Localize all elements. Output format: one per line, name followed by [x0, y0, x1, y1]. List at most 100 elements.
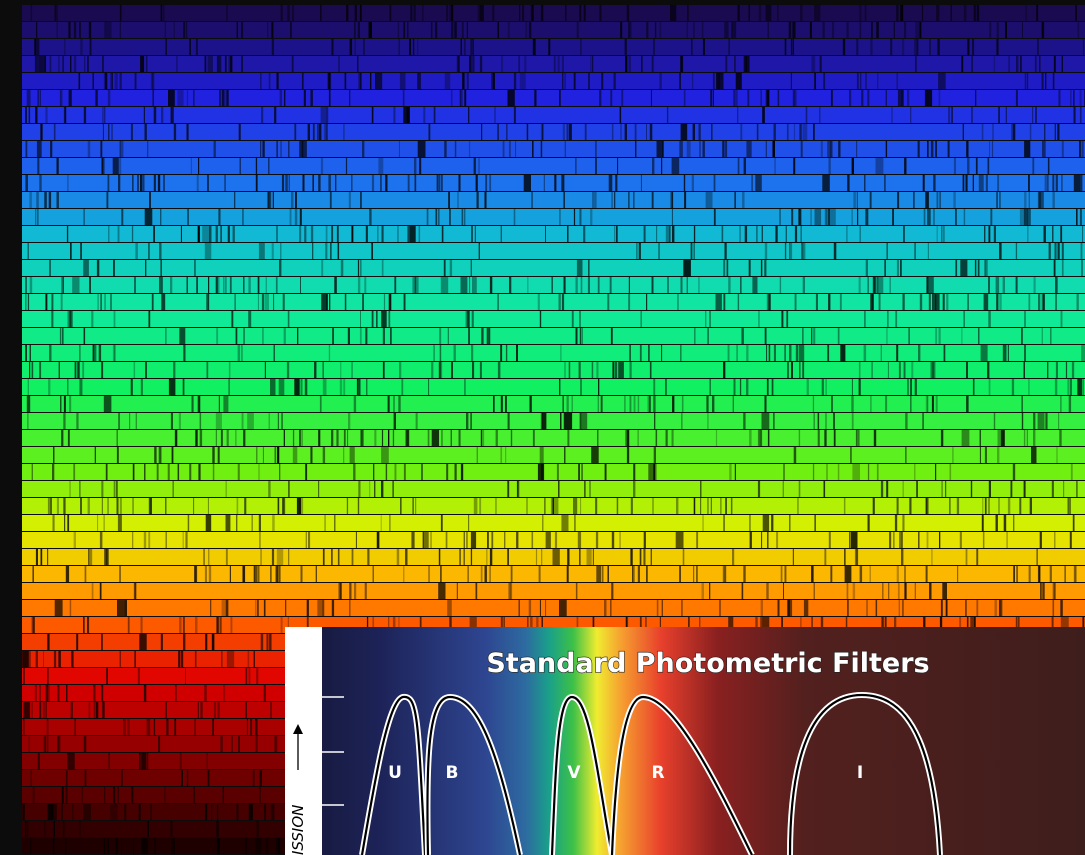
absorption-line: [1004, 515, 1007, 531]
absorption-line: [871, 22, 873, 38]
absorption-line: [795, 294, 797, 310]
absorption-line: [618, 362, 624, 378]
absorption-line: [508, 413, 509, 429]
absorption-line: [161, 277, 162, 293]
absorption-line: [464, 379, 465, 395]
absorption-line: [650, 124, 653, 140]
absorption-line: [902, 39, 904, 55]
spectrum-row: [22, 107, 1085, 123]
absorption-line: [984, 260, 986, 276]
absorption-line: [343, 447, 344, 463]
absorption-line: [544, 175, 545, 191]
absorption-line: [814, 583, 816, 599]
absorption-line: [900, 260, 902, 276]
absorption-line: [747, 90, 749, 106]
absorption-line: [1074, 107, 1076, 123]
absorption-line: [1034, 277, 1036, 293]
absorption-line: [28, 294, 29, 310]
absorption-line: [960, 532, 962, 548]
absorption-line: [372, 175, 374, 191]
absorption-line: [916, 481, 918, 497]
absorption-line: [208, 498, 209, 514]
absorption-line: [245, 838, 247, 854]
absorption-line: [40, 90, 41, 106]
absorption-line: [980, 430, 981, 446]
spectrum-row: [22, 396, 1085, 412]
absorption-line: [802, 243, 804, 259]
absorption-line: [107, 498, 109, 514]
spectrum-row: [22, 413, 1085, 429]
absorption-line: [66, 566, 69, 582]
absorption-line: [1029, 294, 1031, 310]
absorption-line: [311, 226, 313, 242]
absorption-line: [229, 362, 231, 378]
absorption-line: [360, 73, 362, 89]
absorption-line: [29, 192, 32, 208]
absorption-line: [136, 413, 137, 429]
absorption-line: [282, 175, 284, 191]
absorption-line: [659, 73, 661, 89]
absorption-line: [53, 447, 54, 463]
spectrum-row: [22, 124, 1085, 140]
absorption-line: [362, 141, 364, 157]
absorption-line: [287, 362, 289, 378]
absorption-line: [746, 379, 748, 395]
absorption-line: [274, 345, 275, 361]
absorption-line: [734, 192, 736, 208]
absorption-line: [382, 430, 383, 446]
absorption-line: [34, 39, 39, 55]
absorption-line: [811, 328, 812, 344]
absorption-line: [328, 175, 331, 191]
absorption-line: [223, 396, 228, 412]
absorption-line: [61, 430, 63, 446]
absorption-line: [801, 141, 803, 157]
absorption-line: [641, 311, 642, 327]
absorption-line: [37, 90, 39, 106]
absorption-line: [25, 175, 26, 191]
absorption-line: [223, 685, 225, 701]
absorption-line: [278, 838, 280, 854]
absorption-line: [825, 413, 827, 429]
absorption-line: [828, 294, 830, 310]
absorption-line: [559, 379, 560, 395]
absorption-line: [29, 736, 30, 752]
absorption-line: [1016, 277, 1018, 293]
absorption-line: [481, 566, 483, 582]
absorption-line: [195, 617, 198, 633]
absorption-line: [55, 5, 57, 21]
absorption-line: [57, 192, 59, 208]
absorption-line: [231, 736, 233, 752]
absorption-line: [51, 294, 53, 310]
absorption-line: [255, 719, 257, 735]
absorption-line: [978, 328, 980, 344]
absorption-line: [662, 141, 664, 157]
absorption-line: [120, 73, 122, 89]
absorption-line: [665, 379, 667, 395]
absorption-line: [111, 124, 112, 140]
absorption-line: [648, 345, 650, 361]
absorption-line: [487, 532, 489, 548]
spectrum-row: [22, 600, 1085, 616]
absorption-line: [63, 277, 64, 293]
absorption-line: [371, 243, 373, 259]
absorption-line: [574, 73, 576, 89]
absorption-line: [227, 226, 229, 242]
absorption-line: [358, 22, 360, 38]
absorption-line: [910, 379, 912, 395]
absorption-line: [116, 838, 118, 854]
absorption-line: [264, 685, 266, 701]
absorption-line: [564, 277, 566, 293]
absorption-line: [847, 583, 849, 599]
absorption-line: [32, 362, 34, 378]
absorption-line: [1024, 192, 1026, 208]
absorption-line: [1077, 294, 1079, 310]
absorption-line: [64, 107, 66, 123]
absorption-line: [634, 396, 636, 412]
absorption-line: [852, 158, 854, 174]
absorption-line: [74, 56, 76, 72]
absorption-line: [441, 277, 448, 293]
absorption-line: [403, 566, 404, 582]
absorption-line: [810, 22, 812, 38]
absorption-line: [989, 379, 991, 395]
absorption-line: [481, 328, 483, 344]
